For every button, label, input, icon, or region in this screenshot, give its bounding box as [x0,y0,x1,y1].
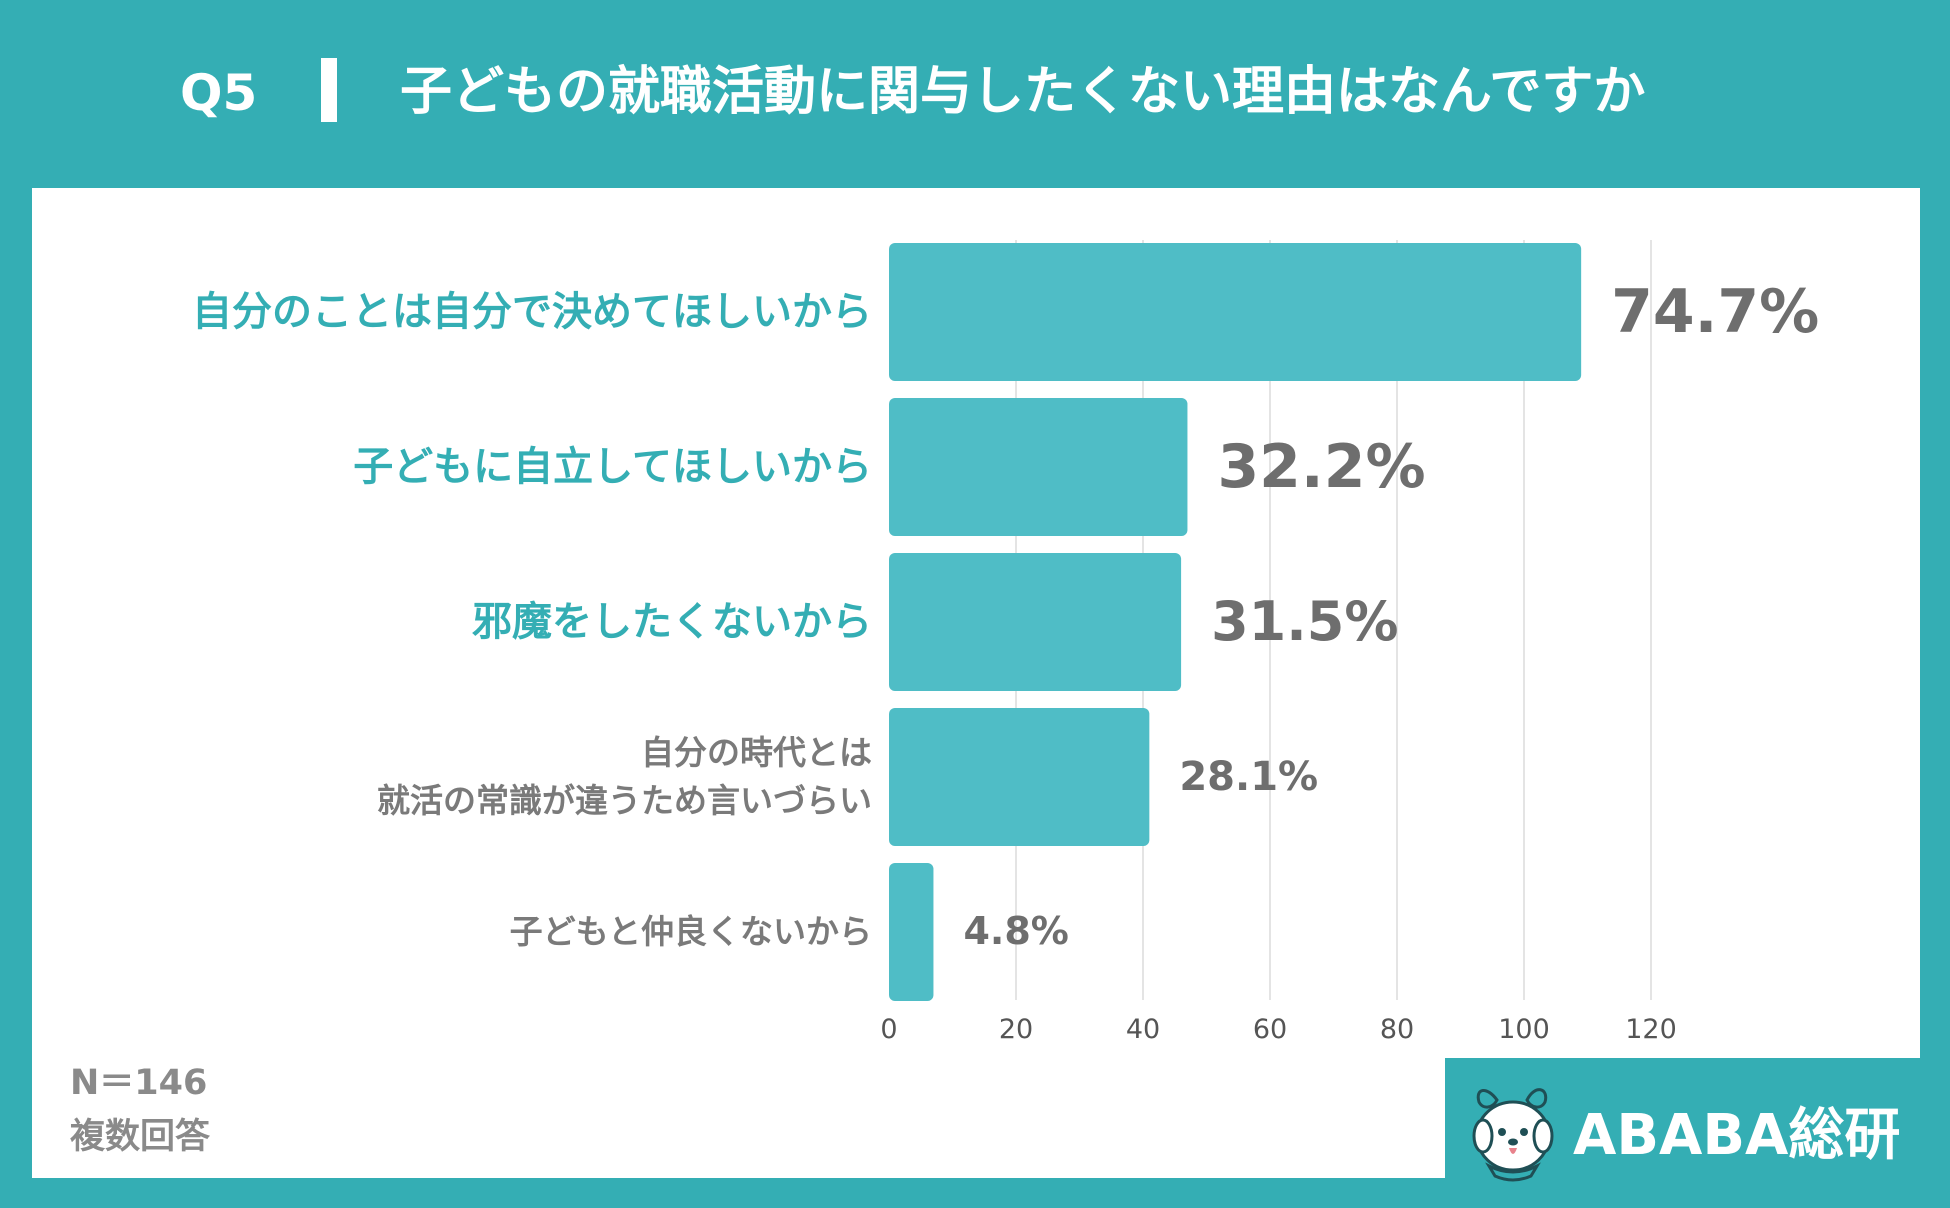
category-label: 邪魔をしたくないから [472,599,872,645]
response-type-note: 複数回答 [70,1117,211,1157]
title-divider [321,58,337,122]
dog-mascot-icon [1472,1088,1554,1182]
category-label: 自分の時代とは 就活の常識が違うため言いづらい [377,733,872,820]
header: Q5 子どもの就職活動に関与したくない理由はなんですか [0,0,1950,188]
x-tick-label: 100 [1498,1014,1550,1045]
question-number: Q5 [180,64,258,122]
bar [889,708,1150,846]
category-label: 自分のことは自分で決めてほしいから [192,289,872,335]
bar [889,398,1188,536]
page-title: 子どもの就職活動に関与したくない理由はなんですか [400,62,1646,122]
x-tick-label: 20 [998,1014,1034,1045]
x-tick-label: 120 [1625,1014,1677,1045]
x-tick-label: 80 [1379,1014,1415,1045]
bar [889,553,1182,691]
bar [889,243,1582,381]
bar-value-label: 32.2% [1217,432,1426,502]
bar-value-label: 4.8% [963,909,1069,954]
category-label: 子どもと仲良くないから [509,912,872,951]
logo: ABABA総研 [1445,1058,1950,1208]
bar [889,863,934,1001]
x-tick-label: 40 [1125,1014,1161,1045]
bar-value-label: 28.1% [1179,754,1319,800]
category-label: 子どもに自立してほしいから [353,444,872,490]
x-tick-label: 0 [880,1014,898,1045]
bar-value-label: 74.7% [1611,277,1820,347]
logo-text: ABABA総研 [1573,1103,1901,1168]
bar-value-label: 31.5% [1211,589,1399,653]
x-tick-label: 60 [1252,1014,1288,1045]
sample-size-note: N＝146 [70,1063,208,1103]
